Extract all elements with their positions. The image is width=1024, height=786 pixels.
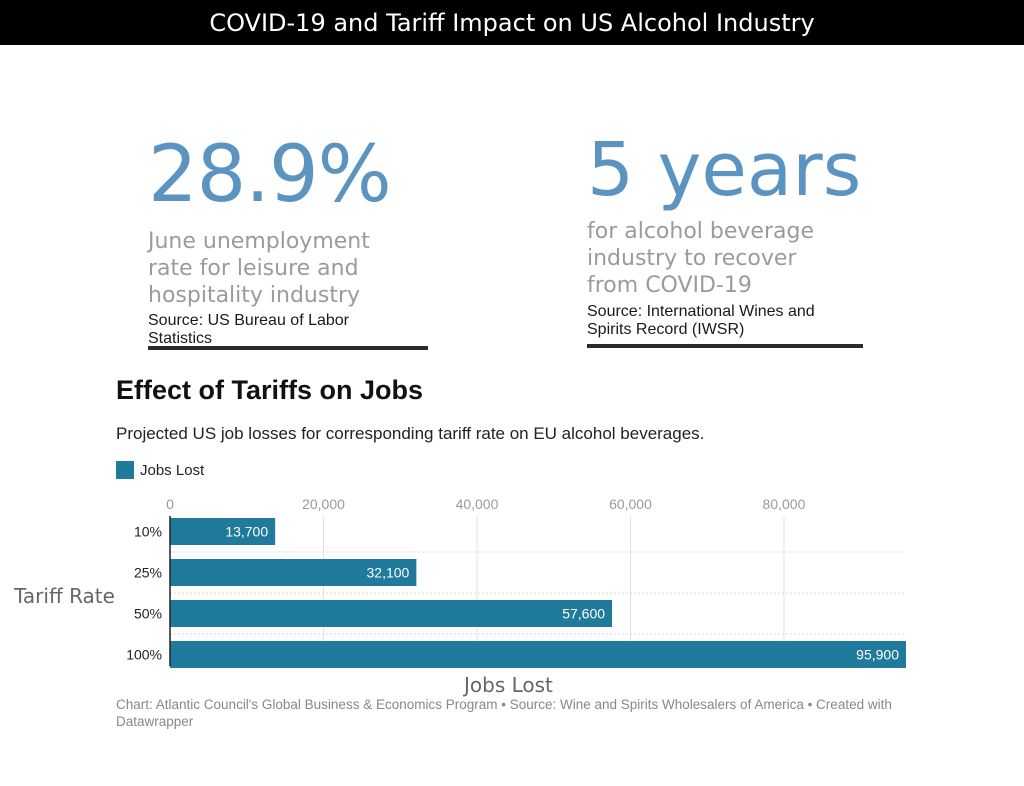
stat-source: Source: US Bureau of Labor Statistics [148,312,350,347]
divider [587,344,863,348]
bar-value-label: 32,100 [367,565,410,581]
legend-label: Jobs Lost [140,461,205,479]
stat-description: June unemployment rate for leisure and h… [148,229,370,308]
stat-value: 28.9% [148,130,392,220]
y-tick-label: 50% [134,606,162,622]
stat-value: 5 years [587,127,862,213]
x-tick-label: 0 [166,496,174,512]
stat-description: for alcohol beverage industry to recover… [587,219,814,298]
stat-source: Source: International Wines and Spirits … [587,303,815,338]
bar-value-label: 57,600 [562,606,605,622]
y-tick-label: 10% [134,524,162,540]
chart-legend: Jobs Lost [116,460,204,480]
stat-card-unemployment: 28.9% June unemployment rate for leisure… [148,130,438,350]
y-axis-label: Tariff Rate [14,584,115,608]
x-tick-label: 40,000 [456,496,499,512]
bar-value-label: 95,900 [856,647,899,663]
bar-chart: 0 20,000 40,000 60,000 80,000 10% 13,700 25% 32,… [126,496,906,668]
chart-footer: Chart: Atlantic Council's Global Busines… [116,697,892,729]
x-tick-label: 80,000 [763,496,806,512]
bar-value-label: 13,700 [225,524,268,540]
bar [170,559,417,586]
y-tick-label: 25% [134,565,162,581]
bar [170,600,613,627]
x-tick-label: 60,000 [609,496,652,512]
x-tick-label: 20,000 [302,496,345,512]
chart-title: Effect of Tariffs on Jobs [116,375,424,405]
bar [170,641,906,668]
page-title: COVID-19 and Tariff Impact on US Alcohol… [0,0,1024,45]
divider [148,346,428,350]
legend-swatch [116,461,134,479]
stat-card-recovery: 5 years for alcohol beverage industry to… [587,127,877,348]
y-tick-label: 100% [126,647,162,663]
x-axis-label: Jobs Lost [464,673,553,697]
bar [170,518,276,545]
chart-subtitle: Projected US job losses for correspondin… [116,424,705,443]
